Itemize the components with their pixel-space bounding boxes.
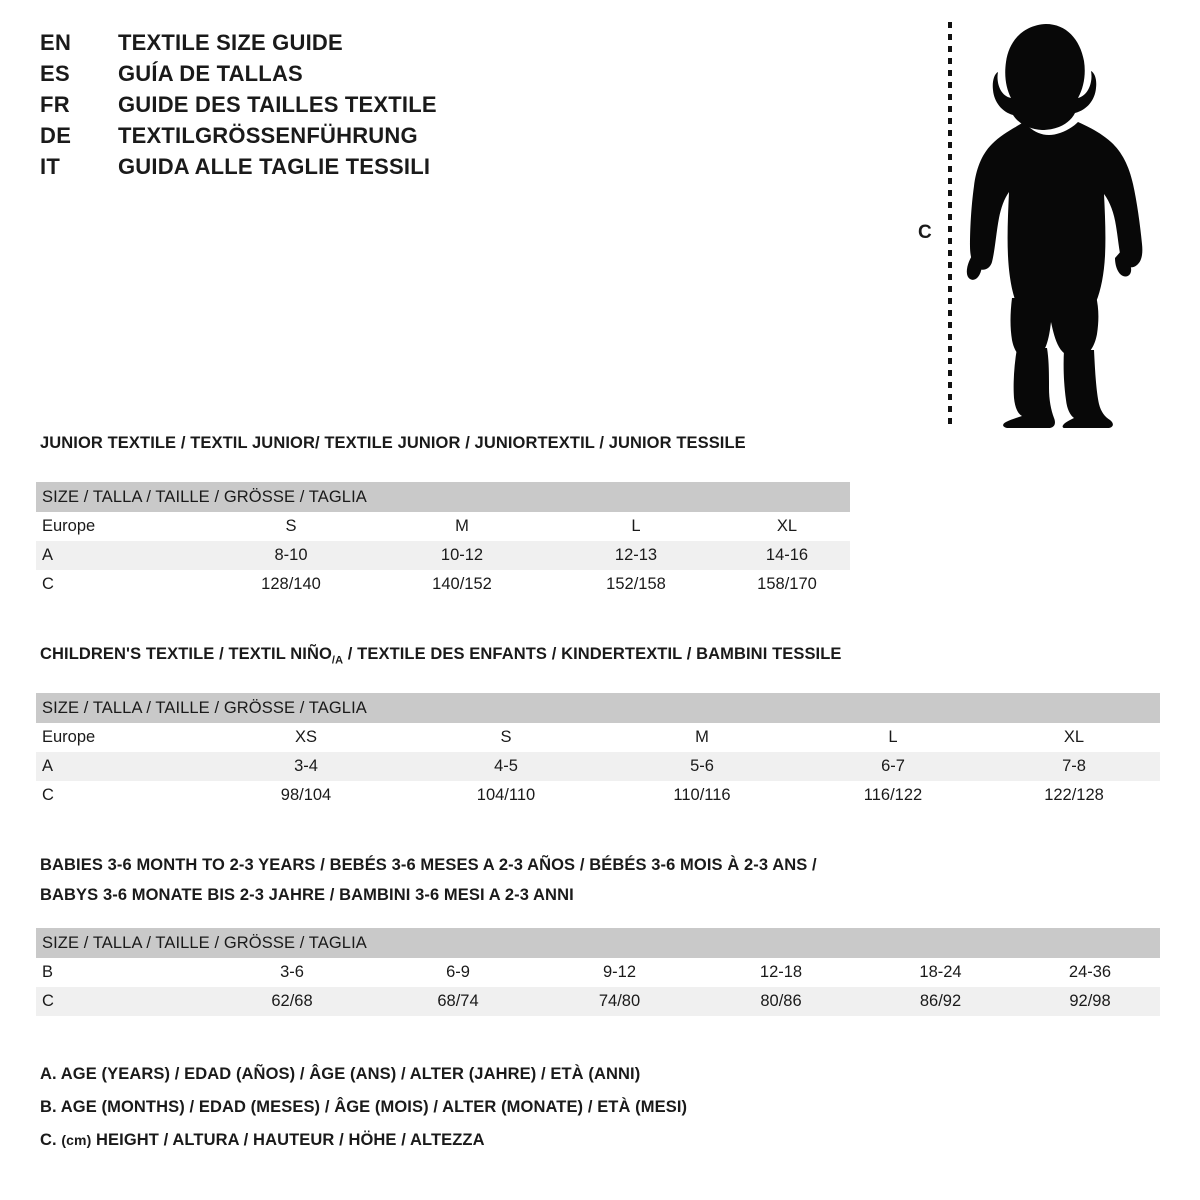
babies-months-6: 24-36 xyxy=(1020,958,1161,987)
section-heading-children: CHILDREN'S TEXTILE / TEXTIL NIÑO/A / TEX… xyxy=(40,645,842,666)
language-code-en: EN xyxy=(40,30,72,55)
babies-months-2: 6-9 xyxy=(378,958,538,987)
dashed-height-line-icon xyxy=(948,22,952,430)
child-silhouette-icon xyxy=(966,24,1143,428)
children-band-label: SIZE / TALLA / TAILLE / GRÖSSE / TAGLIA xyxy=(36,693,1161,723)
children-age-m: 5-6 xyxy=(606,752,798,781)
language-title-block: EN TEXTILE SIZE GUIDE ES GUÍA DE TALLAS … xyxy=(40,30,560,185)
language-title-es: GUÍA DE TALLAS xyxy=(118,61,303,86)
table-row: Europe XS S M L XL xyxy=(36,723,1161,752)
children-age-xs: 3-4 xyxy=(206,752,406,781)
children-size-s: S xyxy=(406,723,606,752)
junior-row-label-europe: Europe xyxy=(36,512,206,541)
babies-months-1: 3-6 xyxy=(206,958,378,987)
language-row-fr: FR GUIDE DES TAILLES TEXTILE xyxy=(40,92,560,123)
children-height-s: 104/110 xyxy=(406,781,606,810)
legend-line-a: A. AGE (YEARS) / EDAD (AÑOS) / ÂGE (ANS)… xyxy=(40,1065,641,1083)
table-row: C 62/68 68/74 74/80 80/86 86/92 92/98 xyxy=(36,987,1161,1016)
height-measurement-figure: C xyxy=(900,10,1160,430)
junior-age-xl: 14-16 xyxy=(724,541,851,570)
table-row: C 98/104 104/110 110/116 116/122 122/128 xyxy=(36,781,1161,810)
babies-months-5: 18-24 xyxy=(861,958,1020,987)
legend-c-prefix: C. xyxy=(40,1131,62,1149)
children-size-table: SIZE / TALLA / TAILLE / GRÖSSE / TAGLIA … xyxy=(36,693,1161,810)
children-age-xl: 7-8 xyxy=(988,752,1161,781)
children-heading-sub: /A xyxy=(331,654,344,667)
language-code-es: ES xyxy=(40,61,70,86)
children-size-xl: XL xyxy=(988,723,1161,752)
children-age-s: 4-5 xyxy=(406,752,606,781)
babies-band-label: SIZE / TALLA / TAILLE / GRÖSSE / TAGLIA xyxy=(36,928,1161,958)
babies-row-label-b: B xyxy=(36,958,206,987)
table-row: A 8-10 10-12 12-13 14-16 xyxy=(36,541,851,570)
junior-row-label-a: A xyxy=(36,541,206,570)
children-heading-pre: CHILDREN'S TEXTILE / TEXTIL NIÑO xyxy=(40,645,332,663)
junior-age-l: 12-13 xyxy=(548,541,724,570)
language-row-it: IT GUIDA ALLE TAGLIE TESSILI xyxy=(40,154,560,185)
children-row-label-a: A xyxy=(36,752,206,781)
language-title-de: TEXTILGRÖSSENFÜHRUNG xyxy=(118,123,418,148)
table-row: A 3-4 4-5 5-6 6-7 7-8 xyxy=(36,752,1161,781)
junior-height-m: 140/152 xyxy=(376,570,548,599)
children-age-l: 6-7 xyxy=(798,752,988,781)
height-measure-label: C xyxy=(918,222,932,243)
language-row-de: DE TEXTILGRÖSSENFÜHRUNG xyxy=(40,123,560,154)
children-size-m: M xyxy=(606,723,798,752)
babies-size-table: SIZE / TALLA / TAILLE / GRÖSSE / TAGLIA … xyxy=(36,928,1161,1016)
junior-age-s: 8-10 xyxy=(206,541,376,570)
children-height-xl: 122/128 xyxy=(988,781,1161,810)
junior-height-xl: 158/170 xyxy=(724,570,851,599)
legend-block: A. AGE (YEARS) / EDAD (AÑOS) / ÂGE (ANS)… xyxy=(40,1065,687,1164)
children-row-label-europe: Europe xyxy=(36,723,206,752)
children-size-xs: XS xyxy=(206,723,406,752)
babies-height-6: 92/98 xyxy=(1020,987,1161,1016)
junior-size-xl: XL xyxy=(724,512,851,541)
language-title-en: TEXTILE SIZE GUIDE xyxy=(118,30,343,55)
babies-height-4: 80/86 xyxy=(701,987,861,1016)
language-title-it: GUIDA ALLE TAGLIE TESSILI xyxy=(118,154,431,179)
children-height-xs: 98/104 xyxy=(206,781,406,810)
language-code-fr: FR xyxy=(40,92,70,117)
junior-table-band-row: SIZE / TALLA / TAILLE / GRÖSSE / TAGLIA xyxy=(36,482,851,512)
junior-height-l: 152/158 xyxy=(548,570,724,599)
junior-size-l: L xyxy=(548,512,724,541)
section-heading-babies-line1: BABIES 3-6 MONTH TO 2-3 YEARS / BEBÉS 3-… xyxy=(40,856,817,874)
junior-size-s: S xyxy=(206,512,376,541)
junior-height-s: 128/140 xyxy=(206,570,376,599)
children-heading-post: / TEXTILE DES ENFANTS / KINDERTEXTIL / B… xyxy=(343,645,842,663)
babies-height-5: 86/92 xyxy=(861,987,1020,1016)
junior-band-label: SIZE / TALLA / TAILLE / GRÖSSE / TAGLIA xyxy=(36,482,851,512)
babies-months-4: 12-18 xyxy=(701,958,861,987)
babies-table-band-row: SIZE / TALLA / TAILLE / GRÖSSE / TAGLIA xyxy=(36,928,1161,958)
babies-height-1: 62/68 xyxy=(206,987,378,1016)
junior-age-m: 10-12 xyxy=(376,541,548,570)
legend-c-text: HEIGHT / ALTURA / HAUTEUR / HÖHE / ALTEZ… xyxy=(91,1131,485,1149)
table-row: Europe S M L XL xyxy=(36,512,851,541)
babies-height-3: 74/80 xyxy=(538,987,701,1016)
junior-size-table: SIZE / TALLA / TAILLE / GRÖSSE / TAGLIA … xyxy=(36,482,851,599)
language-row-en: EN TEXTILE SIZE GUIDE xyxy=(40,30,560,61)
junior-row-label-c: C xyxy=(36,570,206,599)
language-code-it: IT xyxy=(40,154,61,179)
children-height-l: 116/122 xyxy=(798,781,988,810)
legend-line-b: B. AGE (MONTHS) / EDAD (MESES) / ÂGE (MO… xyxy=(40,1098,688,1116)
babies-height-2: 68/74 xyxy=(378,987,538,1016)
legend-c-unit: (cm) xyxy=(61,1132,92,1148)
babies-months-3: 9-12 xyxy=(538,958,701,987)
table-row: C 128/140 140/152 152/158 158/170 xyxy=(36,570,851,599)
children-row-label-c: C xyxy=(36,781,206,810)
children-height-m: 110/116 xyxy=(606,781,798,810)
legend-line-c: C. (cm) HEIGHT / ALTURA / HAUTEUR / HÖHE… xyxy=(40,1131,687,1164)
babies-row-label-c: C xyxy=(36,987,206,1016)
language-title-fr: GUIDE DES TAILLES TEXTILE xyxy=(118,92,437,117)
language-row-es: ES GUÍA DE TALLAS xyxy=(40,61,560,92)
children-size-l: L xyxy=(798,723,988,752)
section-heading-babies-line2: BABYS 3-6 MONATE BIS 2-3 JAHRE / BAMBINI… xyxy=(40,886,574,904)
section-heading-junior: JUNIOR TEXTILE / TEXTIL JUNIOR/ TEXTILE … xyxy=(40,434,746,452)
table-row: B 3-6 6-9 9-12 12-18 18-24 24-36 xyxy=(36,958,1161,987)
children-table-band-row: SIZE / TALLA / TAILLE / GRÖSSE / TAGLIA xyxy=(36,693,1161,723)
language-code-de: DE xyxy=(40,123,72,148)
junior-size-m: M xyxy=(376,512,548,541)
